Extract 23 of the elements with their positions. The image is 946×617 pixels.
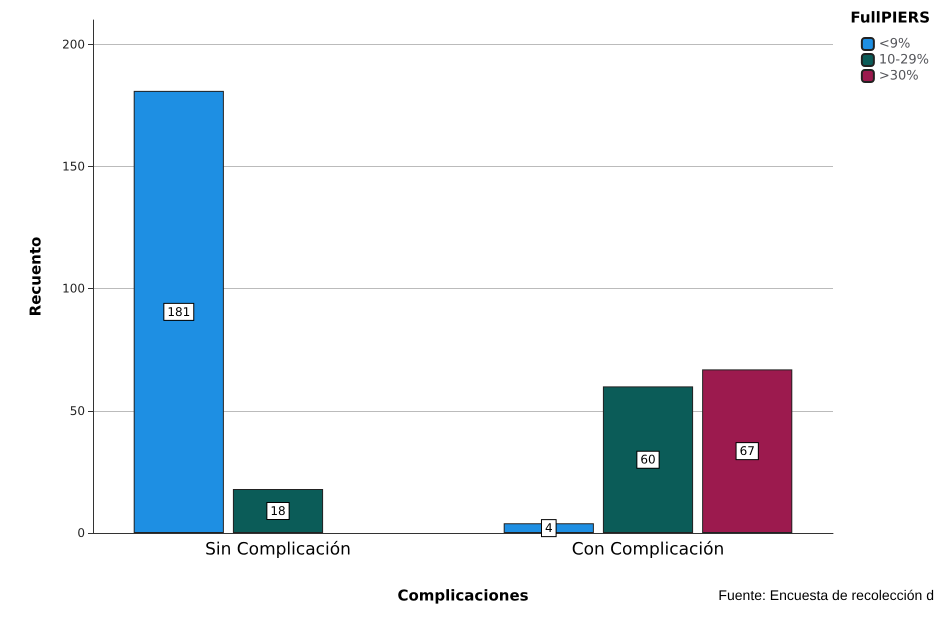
x-tick-label: Sin Complicación: [205, 540, 351, 560]
y-tick-label: 0: [77, 526, 85, 540]
legend-label: 10-29%: [878, 52, 930, 68]
legend-label: <9%: [878, 36, 910, 52]
y-tick-label: 200: [62, 37, 85, 52]
bar: [702, 369, 792, 533]
bar: [232, 489, 324, 533]
legend-title: FullPIERS: [850, 8, 930, 26]
bar: [602, 386, 694, 533]
source-note: Fuente: Encuesta de recolección d: [718, 587, 934, 603]
data-label: 181: [167, 304, 190, 319]
y-tick-label: 150: [62, 160, 85, 174]
data-label: 18: [270, 504, 286, 518]
y-axis-title: Recuento: [26, 236, 44, 316]
y-tick-label: 100: [62, 282, 85, 296]
data-label: 60: [640, 452, 656, 467]
y-tick-label: 50: [70, 404, 85, 418]
x-tick-label: Con Complicación: [572, 540, 724, 560]
x-axis-title: Complicaciones: [397, 586, 529, 604]
data-label: 4: [544, 521, 553, 536]
bar: [134, 90, 224, 533]
data-label: 67: [740, 444, 755, 458]
legend-label: >30%: [878, 68, 919, 84]
